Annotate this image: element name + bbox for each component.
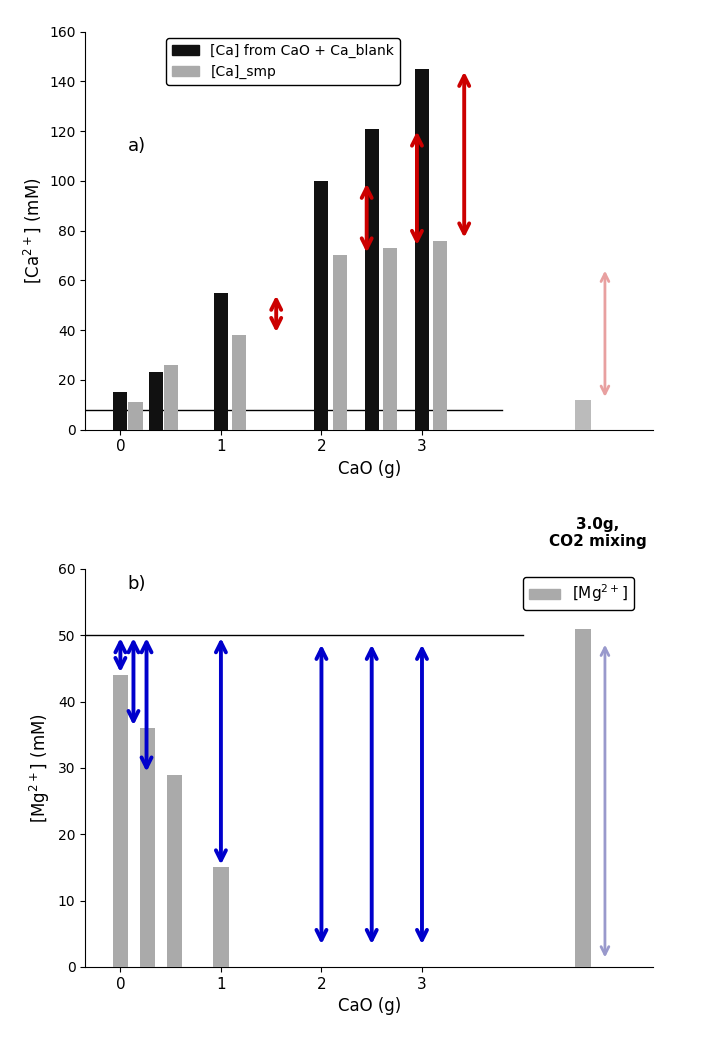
X-axis label: CaO (g): CaO (g)	[337, 997, 401, 1015]
Bar	[232, 335, 246, 430]
Legend: [Ca] from CaO + Ca_blank, [Ca]_smp: [Ca] from CaO + Ca_blank, [Ca]_smp	[166, 39, 400, 85]
Bar	[113, 675, 128, 967]
Text: 3.0g,
CO2 mixing: 3.0g, CO2 mixing	[549, 517, 647, 549]
Text: b): b)	[128, 575, 146, 593]
Bar	[575, 399, 591, 430]
Legend: [Mg$^{2+}$]: [Mg$^{2+}$]	[523, 577, 634, 611]
Y-axis label: [Ca$^{2+}$] (mM): [Ca$^{2+}$] (mM)	[22, 178, 43, 284]
Bar	[315, 181, 329, 430]
Y-axis label: [Mg$^{2+}$] (mM): [Mg$^{2+}$] (mM)	[28, 713, 53, 823]
Bar	[433, 241, 447, 430]
Bar	[332, 255, 346, 430]
Bar	[383, 248, 397, 430]
Bar	[415, 69, 429, 430]
Bar	[575, 628, 591, 967]
Bar	[167, 775, 182, 967]
Text: a): a)	[128, 137, 146, 154]
Bar	[365, 128, 378, 430]
Bar	[129, 403, 143, 430]
Bar	[214, 293, 228, 430]
Bar	[163, 365, 178, 430]
Bar	[148, 372, 163, 430]
Bar	[114, 392, 127, 430]
X-axis label: CaO (g): CaO (g)	[337, 460, 401, 478]
Bar	[140, 728, 155, 967]
Bar	[213, 867, 229, 967]
